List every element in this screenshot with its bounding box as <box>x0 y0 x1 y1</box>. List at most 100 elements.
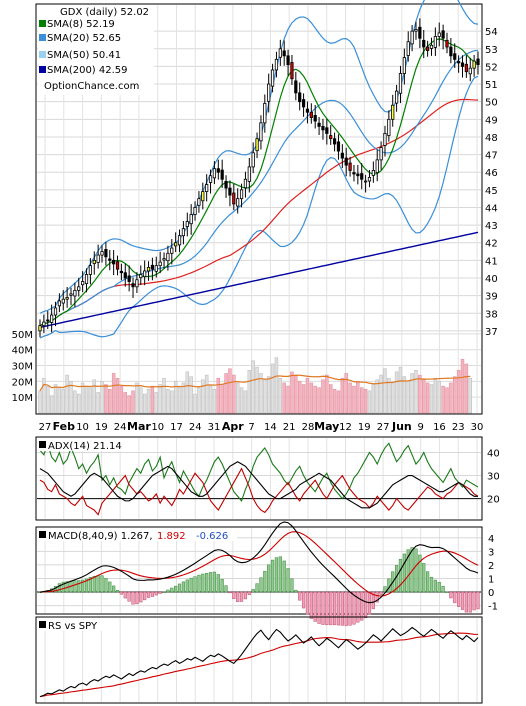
adx-tick-label: 30 <box>487 472 500 483</box>
adx-panel-frame <box>35 436 483 521</box>
macd-tick-label: 1 <box>488 574 494 585</box>
candle-body <box>294 80 298 94</box>
candle-body <box>305 108 310 113</box>
macd-histogram-bar <box>247 591 251 595</box>
volume-bar <box>247 370 252 414</box>
sma20-line <box>39 49 479 327</box>
volume-bar <box>375 379 379 414</box>
macd-label: MACD(8,40,9) 1.267, <box>48 531 153 542</box>
candle-body <box>212 168 217 179</box>
volume-bar <box>425 382 430 414</box>
price-tick-label: 50 <box>485 98 498 109</box>
macd-histogram-bar <box>123 591 127 599</box>
macd-histogram-bar <box>398 558 403 593</box>
macd-histogram-bar <box>313 591 317 622</box>
bollinger-lower-band <box>39 75 479 339</box>
candle-body <box>387 118 391 136</box>
price-tick-label: 43 <box>485 221 498 232</box>
volume-bar <box>321 379 325 414</box>
macd-histogram-bar <box>464 591 468 613</box>
volume-tick-label: 50M <box>12 330 33 341</box>
macd-signal-line <box>39 531 479 597</box>
macd-histogram-bar <box>352 591 356 625</box>
candle-body <box>332 138 337 145</box>
macd-histogram-bar <box>332 591 337 626</box>
date-tick-label: 27 <box>39 422 52 433</box>
volume-bar <box>410 373 414 414</box>
macd-histogram-bar <box>286 568 290 593</box>
date-tick-label: 24 <box>114 422 127 433</box>
macd-histogram-bar <box>425 571 430 593</box>
macd-histogram-bar <box>119 591 124 595</box>
macd-hist-value: -0.626 <box>196 531 228 542</box>
volume-bar <box>460 358 465 414</box>
candle-body <box>457 61 461 64</box>
macd-histogram-bar <box>278 556 282 593</box>
candle-body <box>317 122 321 127</box>
macd-histogram-bar <box>135 591 139 605</box>
macd-tick-label: 0 <box>488 588 494 599</box>
adx-label: ADX(14) 21.14 <box>48 441 122 452</box>
macd-histogram-bar <box>263 570 267 593</box>
candle-body <box>61 298 65 304</box>
macd-tick-label: -1 <box>488 602 498 613</box>
macd-histogram-bar <box>166 589 170 593</box>
candle-body <box>115 261 120 270</box>
candle-body <box>170 247 174 254</box>
volume-bar <box>305 377 310 414</box>
candle-body <box>108 258 112 261</box>
macd-histogram-bar <box>329 591 333 626</box>
date-tick-label: Apr <box>222 420 244 433</box>
macd-histogram-bar <box>282 560 286 593</box>
macd-histogram-bar <box>317 591 321 624</box>
volume-bar <box>123 392 127 414</box>
macd-histogram-bar <box>259 577 263 593</box>
price-panel-frame <box>35 3 483 415</box>
candle-body <box>267 83 271 102</box>
legend-swatch-sma20 <box>39 34 46 41</box>
candle-body <box>286 55 290 66</box>
macd-histogram-bar <box>236 591 240 602</box>
macd-histogram-bar <box>201 573 205 593</box>
volume-bar <box>371 384 376 414</box>
candle-body <box>278 48 282 58</box>
macd-histogram-bar <box>418 554 422 593</box>
macd-histogram-bar <box>449 591 453 599</box>
price-tick-label: 54 <box>485 27 498 38</box>
macd-histogram-bar <box>174 585 178 593</box>
date-tick-label: 31 <box>208 422 221 433</box>
volume-bar <box>464 363 469 414</box>
volume-bar <box>131 390 135 414</box>
macd-histogram-bar <box>402 553 406 593</box>
macd-histogram-bar <box>73 580 77 593</box>
volume-tick-label: 10M <box>12 393 33 404</box>
candle-body <box>367 177 372 182</box>
macd-histogram-bar <box>468 591 472 613</box>
candle-body <box>321 125 325 131</box>
candle-body <box>50 314 54 323</box>
macd-histogram-bar <box>309 591 313 619</box>
price-tick-label: 44 <box>485 203 498 214</box>
candle-body <box>371 170 375 176</box>
candle-body <box>65 296 69 300</box>
candle-body <box>208 175 213 183</box>
volume-bar <box>208 385 213 414</box>
volume-bar <box>255 366 259 414</box>
volume-bar <box>294 374 298 414</box>
candle-body <box>313 115 317 122</box>
volume-bar <box>77 393 81 414</box>
date-tick-label: 9 <box>417 422 423 433</box>
macd-histogram-bar <box>212 571 217 593</box>
volume-bar <box>379 374 383 414</box>
volume-bar <box>84 385 89 414</box>
volume-bar <box>406 381 410 414</box>
candle-body <box>418 26 422 39</box>
price-tick-label: 49 <box>485 115 498 126</box>
macd-histogram-bar <box>232 591 236 600</box>
macd-histogram-bar <box>96 575 100 593</box>
price-tick-label: 46 <box>485 168 498 179</box>
candle-body <box>325 127 329 134</box>
date-tick-label: 30 <box>471 422 484 433</box>
